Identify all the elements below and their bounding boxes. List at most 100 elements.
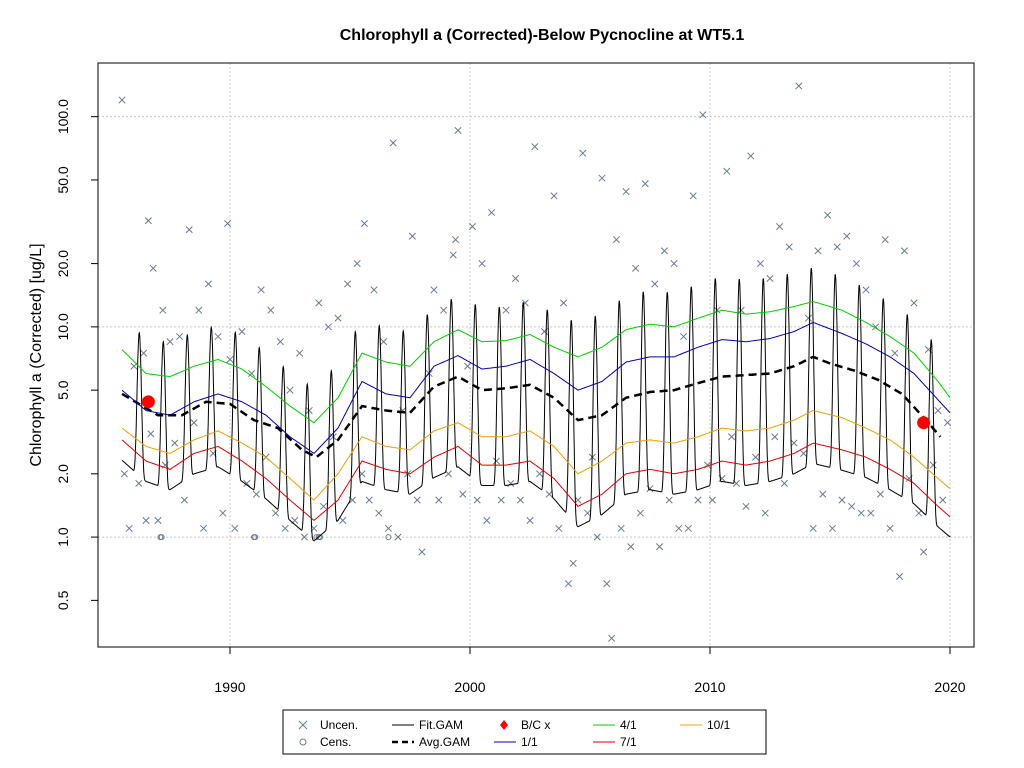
uncensored-point [365, 496, 373, 504]
uncensored-point [785, 243, 793, 251]
censored-point [252, 534, 259, 541]
uncensored-point [660, 247, 668, 255]
uncensored-point [833, 243, 841, 251]
legend-label: 7/1 [620, 735, 637, 749]
grid [98, 63, 974, 647]
uncensored-point [252, 490, 260, 498]
uncensored-point [452, 236, 460, 244]
uncensored-point [140, 349, 148, 357]
uncensored-point [598, 174, 606, 182]
uncensored-point [478, 260, 486, 268]
legend-label: Fit.GAM [419, 718, 463, 732]
uncensored-point [550, 192, 558, 200]
uncensored-point [809, 524, 817, 532]
legend-label: 10/1 [707, 718, 731, 732]
series-line-1-1 [121, 321, 951, 455]
legend-item: Fit.GAM [392, 718, 463, 732]
uncensored-point [248, 369, 256, 378]
uncensored-point [708, 496, 716, 504]
legend-item: 1/1 [494, 735, 538, 749]
uncensored-point [449, 251, 457, 259]
uncensored-point [627, 543, 635, 551]
uncensored-point [413, 496, 421, 504]
x-tick-label: 2000 [454, 679, 485, 695]
uncensored-point [675, 524, 683, 532]
y-tick-label: 10.0 [55, 313, 71, 340]
uncensored-point [180, 496, 188, 504]
uncensored-point [852, 260, 860, 268]
uncensored-point [435, 496, 443, 504]
uncensored-point [166, 338, 174, 346]
uncensored-point [737, 306, 745, 314]
uncensored-point [800, 449, 808, 457]
bc-point [917, 416, 931, 430]
uncensored-point [171, 439, 179, 447]
uncensored-point [204, 280, 212, 288]
legend-label: B/C x [521, 718, 550, 732]
uncensored-point [516, 496, 524, 504]
chart-title: Chlorophyll a (Corrected)-Below Pycnocli… [340, 27, 745, 44]
uncensored-point [636, 509, 644, 517]
uncensored-point [876, 490, 884, 498]
uncensored-point [507, 479, 515, 487]
uncensored-point [468, 223, 476, 231]
uncensored-point [920, 548, 928, 556]
uncensored-point [939, 496, 947, 504]
y-tick-label: 20.0 [55, 250, 71, 277]
uncensored-point [564, 580, 572, 588]
legend-label: Avg.GAM [419, 735, 470, 749]
uncensored-point [334, 314, 342, 322]
uncensored-point [315, 299, 323, 307]
uncensored-point [502, 306, 510, 314]
uncensored-point [320, 502, 328, 510]
uncensored-point [272, 509, 280, 517]
uncensored-point [159, 306, 167, 314]
y-tick-label: 5.0 [55, 380, 71, 400]
y-tick-label: 100.0 [55, 99, 71, 134]
uncensored-point [771, 433, 779, 441]
uncensored-point [375, 509, 383, 517]
uncensored-point [934, 406, 942, 415]
uncensored-point [149, 264, 157, 272]
uncensored-point [656, 543, 664, 551]
uncensored-point [814, 247, 822, 255]
uncensored-point [300, 533, 308, 541]
uncensored-point [944, 419, 952, 427]
uncensored-point [440, 306, 448, 314]
uncensored-point [195, 306, 203, 314]
uncensored-point [125, 524, 133, 532]
legend-box [282, 709, 767, 755]
uncensored-point [238, 328, 246, 336]
uncensored-point [766, 274, 774, 282]
y-axis: 0.5 1.0 2.0 5.0 10.0 20.0 50.0 100.0 [55, 99, 98, 610]
uncensored-point [190, 419, 198, 427]
uncensored-point [608, 634, 616, 642]
uncensored-point [276, 338, 284, 346]
uncensored-point [780, 479, 788, 487]
uncensored-point [200, 524, 208, 532]
uncensored-point [593, 533, 601, 541]
uncensored-point [900, 247, 908, 255]
uncensored-point [857, 509, 865, 517]
legend-label: 1/1 [521, 735, 538, 749]
uncensored-point [862, 286, 870, 294]
censored-point [385, 534, 392, 541]
uncensored-point [324, 323, 332, 331]
uncensored-point [694, 496, 702, 504]
uncensored-point [370, 286, 378, 294]
uncensored-point [896, 572, 904, 580]
uncensored-point [360, 220, 368, 228]
uncensored-point [795, 82, 803, 90]
legend-label: Uncen. [320, 718, 358, 732]
uncensored-point [824, 211, 832, 219]
uncensored-point [224, 220, 232, 228]
uncensored-point [569, 559, 577, 567]
legend-item: Uncen. [298, 718, 358, 732]
uncensored-point [545, 490, 553, 498]
uncensored-point [120, 470, 128, 478]
uncensored-point [144, 217, 152, 225]
data-points [118, 82, 952, 642]
uncensored-point [790, 439, 798, 447]
uncensored-point [603, 580, 611, 588]
